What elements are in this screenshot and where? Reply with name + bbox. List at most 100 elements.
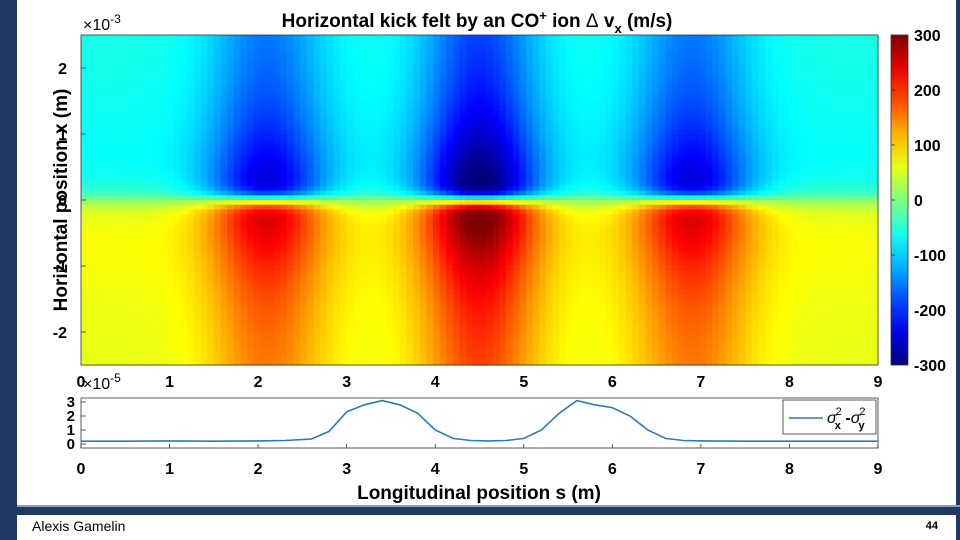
heatmap-cell — [519, 115, 527, 121]
heatmap-cell — [346, 157, 354, 163]
heatmap-cell — [446, 91, 454, 97]
heatmap-cell — [300, 313, 308, 319]
heatmap-cell — [466, 190, 474, 196]
heatmap-cell — [313, 261, 321, 267]
heatmap-cell — [499, 214, 507, 220]
heatmap-cell — [320, 346, 328, 352]
heatmap-cell — [94, 303, 102, 310]
heatmap-cell — [253, 124, 261, 130]
heatmap-cell — [393, 275, 401, 281]
heatmap-cell — [393, 266, 401, 272]
heatmap-cell — [406, 171, 414, 178]
heatmap-cell — [492, 313, 501, 319]
heatmap-cell — [240, 176, 248, 182]
heatmap-cell — [180, 332, 188, 338]
heatmap-cell — [433, 167, 441, 173]
heatmap-cell — [213, 360, 222, 366]
heatmap-cell — [300, 35, 308, 41]
heatmap-cell — [492, 233, 501, 239]
heatmap-cell — [200, 138, 208, 145]
heatmap-cell — [452, 346, 461, 352]
heatmap-cell — [446, 247, 454, 253]
heatmap-cell — [286, 327, 295, 333]
heatmap-cell — [539, 190, 547, 196]
heatmap-cell — [439, 275, 447, 281]
heatmap-cell — [492, 115, 501, 121]
heatmap-cell — [433, 68, 441, 74]
heatmap-cell — [532, 162, 540, 168]
heatmap-cell — [452, 327, 461, 333]
heatmap-cell — [486, 58, 494, 64]
heatmap-cell — [512, 152, 520, 159]
heatmap-cell — [100, 332, 109, 338]
heatmap-cell — [466, 72, 474, 79]
heatmap-cell — [247, 68, 255, 74]
heatmap-cell — [552, 96, 560, 102]
heatmap-cell — [120, 58, 129, 64]
heatmap-cell — [127, 171, 135, 178]
heatmap-cell — [459, 270, 467, 277]
heatmap-cell — [140, 82, 149, 88]
heatmap-cell — [326, 143, 334, 149]
heatmap-cell — [525, 152, 534, 159]
heatmap-cell — [114, 195, 122, 201]
heatmap-cell — [180, 247, 188, 253]
heatmap-cell — [107, 303, 115, 310]
heatmap-cell — [227, 233, 235, 239]
heatmap-cell — [147, 181, 155, 187]
heatmap-cell — [134, 134, 142, 140]
heatmap-cell — [512, 336, 520, 343]
heatmap-cell — [486, 105, 494, 112]
heatmap-cell — [187, 266, 195, 272]
heatmap-cell — [492, 68, 501, 74]
heatmap-cell — [293, 162, 301, 168]
heatmap-cell — [107, 308, 115, 314]
heatmap-cell — [472, 228, 481, 234]
heatmap-cell — [366, 299, 374, 305]
heatmap-cell — [499, 289, 507, 295]
heatmap-cell — [333, 261, 341, 267]
heatmap-cell — [247, 251, 255, 258]
heatmap-cell — [446, 157, 454, 163]
heatmap-cell — [207, 275, 215, 281]
heatmap-cell — [353, 134, 361, 140]
heatmap-cell — [173, 303, 182, 310]
heatmap-cell — [213, 327, 222, 333]
heatmap-cell — [313, 299, 321, 305]
heatmap-cell — [433, 119, 441, 126]
heatmap-cell — [173, 266, 182, 272]
heatmap-cell — [539, 58, 547, 64]
heatmap-cell — [286, 303, 295, 310]
heatmap-cell — [293, 195, 301, 201]
heatmap-cell — [81, 181, 89, 187]
heatmap-cell — [393, 228, 401, 234]
heatmap-cell — [446, 242, 454, 248]
heatmap-cell — [180, 44, 188, 50]
heatmap-cell — [479, 72, 487, 79]
heatmap-cell — [247, 82, 255, 88]
heatmap-cell — [379, 299, 388, 305]
heatmap-cell — [446, 204, 454, 211]
heatmap-cell — [446, 233, 454, 239]
heatmap-cell — [293, 313, 301, 319]
heatmap-cell — [433, 332, 441, 338]
heatmap-cell — [280, 341, 288, 347]
heatmap-cell — [313, 53, 321, 60]
heatmap-cell — [433, 148, 441, 154]
heatmap-cell — [180, 148, 188, 154]
heatmap-cell — [127, 322, 135, 328]
heatmap-cell — [160, 256, 168, 262]
heatmap-cell — [280, 162, 288, 168]
heatmap-cell — [419, 129, 427, 135]
heatmap-cell — [399, 119, 408, 126]
heatmap-cell — [353, 251, 361, 258]
heatmap-cell — [320, 299, 328, 305]
heatmap-cell — [127, 237, 135, 244]
heatmap-cell — [499, 105, 507, 112]
heatmap-cell — [160, 110, 168, 116]
heatmap-cell — [180, 134, 188, 140]
heatmap-cell — [120, 35, 129, 41]
heatmap-cell — [486, 190, 494, 196]
heatmap-cell — [525, 72, 534, 79]
heatmap-cell — [326, 105, 334, 112]
